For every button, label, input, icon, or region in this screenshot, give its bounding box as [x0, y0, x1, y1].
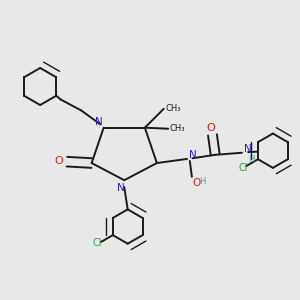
Text: N: N — [117, 183, 125, 194]
Text: H: H — [248, 155, 255, 164]
Text: Cl: Cl — [92, 238, 102, 248]
Text: Cl: Cl — [238, 163, 248, 172]
Text: O: O — [54, 156, 63, 166]
Text: N: N — [95, 117, 103, 127]
Text: O: O — [193, 178, 201, 188]
Text: CH₃: CH₃ — [170, 124, 185, 133]
Text: CH₃: CH₃ — [165, 104, 181, 113]
Text: H: H — [199, 177, 205, 186]
Text: O: O — [207, 123, 215, 133]
Text: N: N — [189, 151, 196, 160]
Text: N: N — [244, 144, 251, 154]
